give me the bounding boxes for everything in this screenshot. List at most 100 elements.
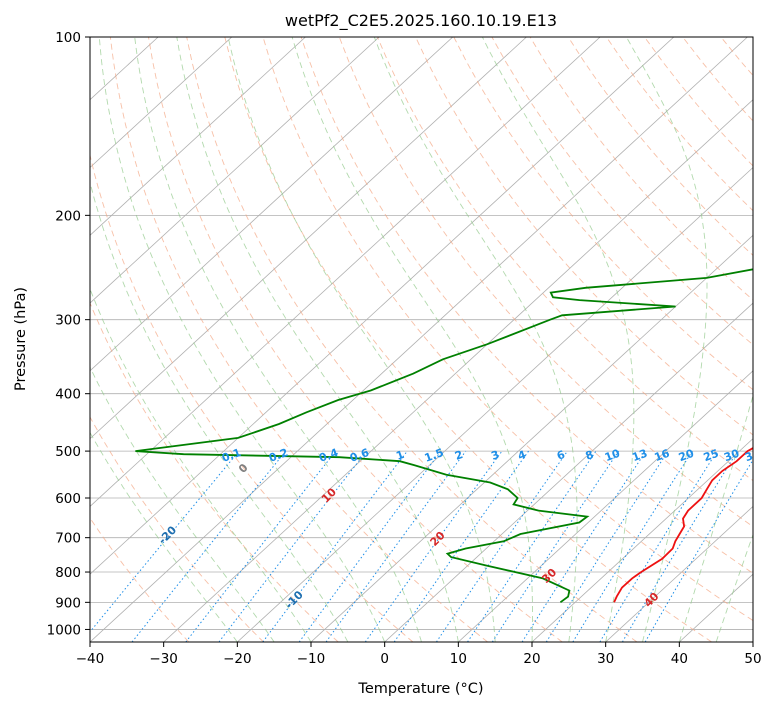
mixing-ratio-line	[393, 450, 530, 642]
mixing-ratio-label: 13	[630, 447, 649, 464]
dry-adiabat-line	[529, 37, 753, 301]
isotherm-line	[90, 37, 601, 507]
y-tick-label: 900	[55, 595, 81, 611]
x-tick-label: −10	[297, 651, 326, 667]
mixing-ratio-line	[131, 450, 287, 642]
mixing-ratio-label: 0.4	[317, 446, 340, 465]
isotherm-line	[310, 234, 753, 642]
y-tick-label: 800	[55, 565, 81, 581]
mixing-ratio-line	[491, 450, 620, 642]
dry-adiabat-line	[567, 37, 753, 256]
dry-adiabat-line	[759, 37, 775, 642]
moist-adiabat-line	[90, 180, 349, 642]
mixing-ratio-label: 0.1	[220, 446, 243, 465]
mixing-ratio-line	[262, 450, 408, 642]
x-tick-label: −40	[76, 651, 105, 667]
chart-title: wetPf2_C2E5.2025.160.10.19.E13	[285, 11, 557, 31]
moist-adiabat-line	[134, 37, 422, 642]
y-tick-label: 1000	[47, 622, 81, 638]
temperature-profile-line	[613, 447, 753, 603]
dry-adiabat-line	[491, 37, 753, 346]
mixing-ratio-label: 6	[555, 448, 567, 463]
isotherm-line	[679, 573, 753, 642]
isotherm-line	[458, 370, 753, 642]
profile-lines	[135, 268, 753, 604]
background-lines	[0, 37, 775, 642]
x-tick-label: 0	[380, 651, 389, 667]
isotherm-line	[90, 37, 233, 169]
dry-adiabat-line	[338, 37, 753, 528]
y-tick-label: 200	[55, 208, 81, 224]
mixing-ratio-line	[572, 450, 693, 642]
moist-adiabat-line	[626, 37, 708, 642]
plot-frame	[89, 36, 754, 643]
isotherm-line	[90, 37, 527, 440]
y-tick-label: 700	[55, 531, 81, 547]
mixing-ratio-label: 16	[653, 447, 672, 465]
y-tick-label: 100	[55, 30, 81, 46]
mixing-ratio-label: 20	[677, 447, 696, 465]
dry-adiabat-label: 30	[539, 566, 559, 586]
dry-adiabat-line	[148, 37, 563, 642]
mixing-ratio-line	[599, 450, 718, 642]
mixing-ratio-line	[364, 450, 503, 642]
dry-adiabat-line	[376, 37, 753, 482]
isotherm-line	[90, 37, 748, 642]
isotherm-line	[90, 37, 454, 372]
x-tick-label: 40	[671, 651, 688, 667]
isotherm-line	[90, 37, 306, 236]
mixing-ratio-line	[521, 450, 647, 642]
dry-adiabat-line	[606, 37, 753, 212]
isotherm-line	[163, 99, 753, 642]
mixing-ratio-line	[545, 450, 669, 642]
moist-adiabat-line	[291, 37, 533, 642]
dry-adiabat-line	[720, 37, 753, 77]
mixing-ratio-label: 36	[743, 447, 762, 465]
mixing-ratio-label: 1	[394, 448, 406, 463]
dry-adiabat-line	[300, 37, 753, 574]
mixing-ratio-label: 10	[603, 447, 622, 465]
dry-adiabat-line	[186, 37, 638, 642]
mixing-ratio-line	[325, 450, 467, 642]
y-tick-label: 600	[55, 491, 81, 507]
dry-adiabat-line	[682, 37, 753, 122]
y-tick-label: 500	[55, 444, 81, 460]
moist-adiabat-line	[373, 37, 578, 642]
mixing-ratio-label: 25	[702, 447, 721, 464]
dry-adiabat-line	[109, 37, 488, 642]
dry-adiabat-line	[262, 37, 753, 622]
isotherm-line	[90, 37, 380, 304]
x-tick-label: 30	[597, 651, 614, 667]
isotherm-line	[384, 302, 753, 642]
y-axis-label: Pressure (hPa)	[13, 287, 29, 391]
dry-adiabat-line	[644, 37, 753, 167]
mixing-ratio-line	[298, 450, 442, 642]
mixing-ratio-label: 2	[453, 448, 465, 463]
mixing-ratio-label: 0.6	[348, 446, 371, 465]
mixing-ratio-label: 4	[516, 448, 528, 463]
mixing-ratio-label: 1.5	[423, 446, 446, 465]
mixing-ratio-line	[467, 450, 597, 642]
dry-adiabat-line	[224, 37, 712, 642]
moist-adiabat-line	[90, 287, 312, 642]
moist-adiabat-line	[98, 37, 386, 642]
moist-adiabat-line	[481, 37, 635, 642]
mixing-ratio-line	[185, 450, 337, 642]
mixing-ratio-label: 30	[722, 447, 741, 465]
isotherm-line	[0, 37, 11, 642]
moist-adiabat-line	[715, 533, 753, 642]
mixing-ratio-label: 8	[584, 448, 596, 463]
mixing-ratio-line	[621, 450, 739, 642]
x-tick-label: 20	[523, 651, 540, 667]
dry-adiabat-label: 10	[319, 485, 339, 505]
y-tick-label: 400	[55, 387, 81, 403]
axis-ticks: −40 −30 −20 −10 0 10 20 30 40 5010020030040050060…	[47, 30, 762, 667]
mixing-ratio-label: 0.2	[267, 446, 290, 465]
moist-adiabat-line	[90, 431, 238, 642]
moist-adiabat-line	[90, 366, 275, 642]
dry-adiabat-label: 0	[236, 461, 251, 476]
isotherm-line	[531, 438, 753, 642]
dry-adiabat-line	[415, 37, 753, 436]
x-tick-label: 50	[744, 651, 761, 667]
